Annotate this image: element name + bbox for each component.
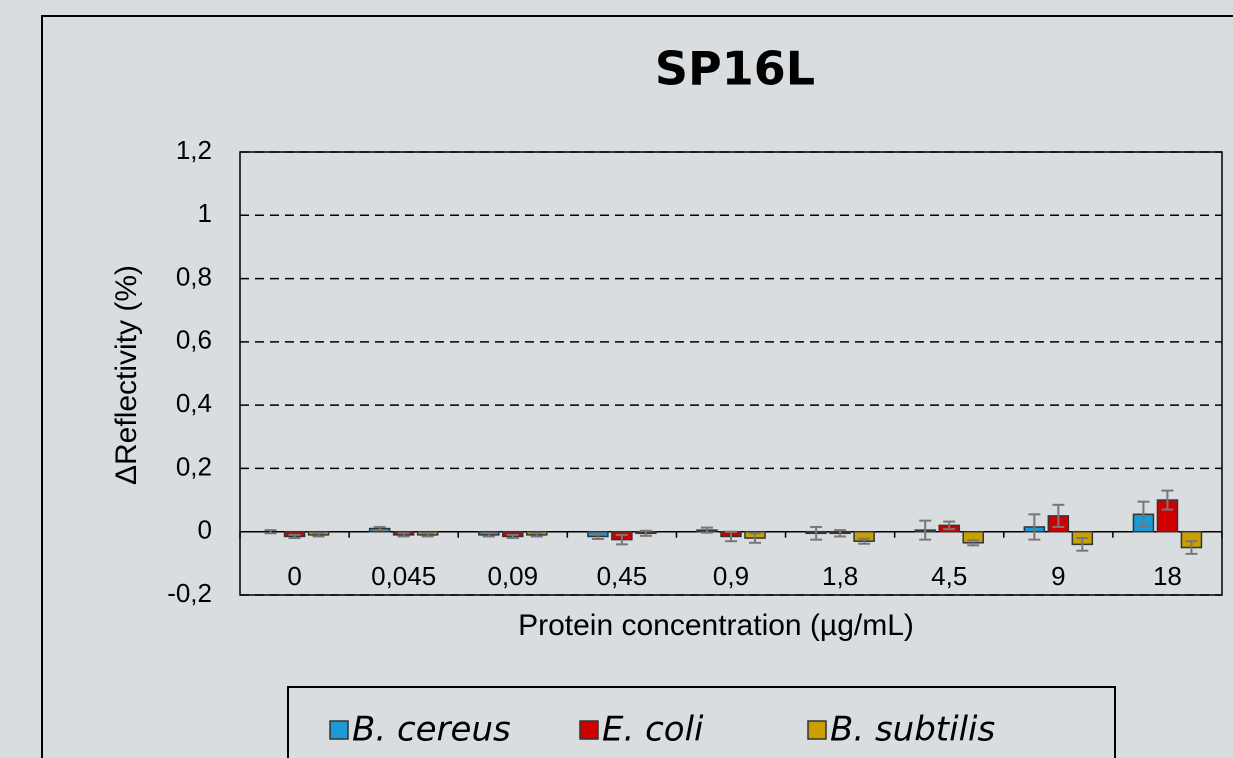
y-tick-label: 1 bbox=[198, 198, 212, 228]
legend-box bbox=[287, 686, 1116, 758]
y-tick-label: 0,8 bbox=[176, 261, 212, 291]
x-tick-label: 18 bbox=[1153, 561, 1182, 591]
plot-border bbox=[239, 151, 1223, 596]
y-tick-label: 0,2 bbox=[176, 451, 212, 481]
error-bar bbox=[397, 532, 410, 538]
error-bar bbox=[482, 532, 495, 538]
x-tick-label: 9 bbox=[1051, 561, 1065, 591]
error-bar bbox=[421, 532, 434, 538]
error-bar bbox=[1052, 503, 1065, 528]
x-tick-label: 1,8 bbox=[822, 561, 858, 591]
error-bar bbox=[530, 532, 543, 538]
error-bar bbox=[810, 525, 823, 541]
y-tick-label: 0,4 bbox=[176, 388, 212, 418]
legend-label: B. subtilis bbox=[830, 710, 995, 750]
x-tick-label: 0 bbox=[287, 561, 301, 591]
y-tick-label: 1,2 bbox=[176, 135, 212, 165]
error-bar bbox=[264, 529, 277, 535]
error-bar bbox=[919, 519, 932, 541]
error-bar bbox=[967, 539, 980, 547]
error-bar bbox=[701, 526, 713, 534]
error-bar bbox=[288, 533, 301, 540]
chart-frame bbox=[41, 15, 1233, 758]
x-tick-label: 0,45 bbox=[597, 561, 648, 591]
legend-swatch bbox=[579, 720, 599, 740]
y-tick-label: -0,2 bbox=[167, 578, 212, 608]
error-bar bbox=[834, 529, 847, 538]
x-axis-label: Protein concentration (µg/mL) bbox=[518, 609, 914, 642]
error-bar bbox=[1161, 489, 1174, 511]
x-tick-label: 4,5 bbox=[931, 561, 967, 591]
error-bar bbox=[943, 520, 956, 531]
legend-label: E. coli bbox=[602, 710, 704, 750]
error-bar bbox=[1028, 513, 1041, 541]
error-bar bbox=[312, 532, 325, 538]
y-axis-label: ΔReflectivity (%) bbox=[110, 265, 143, 485]
error-bar bbox=[1137, 500, 1150, 528]
error-bar bbox=[1185, 540, 1198, 555]
error-bar bbox=[725, 530, 737, 543]
error-bar bbox=[506, 533, 519, 540]
chart-title: SP16L bbox=[655, 42, 815, 96]
y-tick-label: 0,6 bbox=[176, 325, 212, 355]
error-bar bbox=[858, 537, 871, 545]
error-bar bbox=[591, 532, 604, 540]
error-bar bbox=[373, 525, 386, 532]
error-bar bbox=[639, 529, 652, 537]
y-tick-label: 0 bbox=[198, 515, 212, 545]
legend-swatch bbox=[807, 720, 827, 740]
legend-swatch bbox=[329, 720, 349, 740]
error-bar bbox=[615, 533, 628, 546]
error-bar bbox=[749, 532, 761, 544]
legend-label: B. cereus bbox=[352, 710, 511, 750]
error-bar bbox=[1076, 537, 1089, 552]
x-tick-label: 0,09 bbox=[487, 561, 538, 591]
x-tick-label: 0,9 bbox=[713, 561, 749, 591]
x-tick-label: 0,045 bbox=[371, 561, 436, 591]
